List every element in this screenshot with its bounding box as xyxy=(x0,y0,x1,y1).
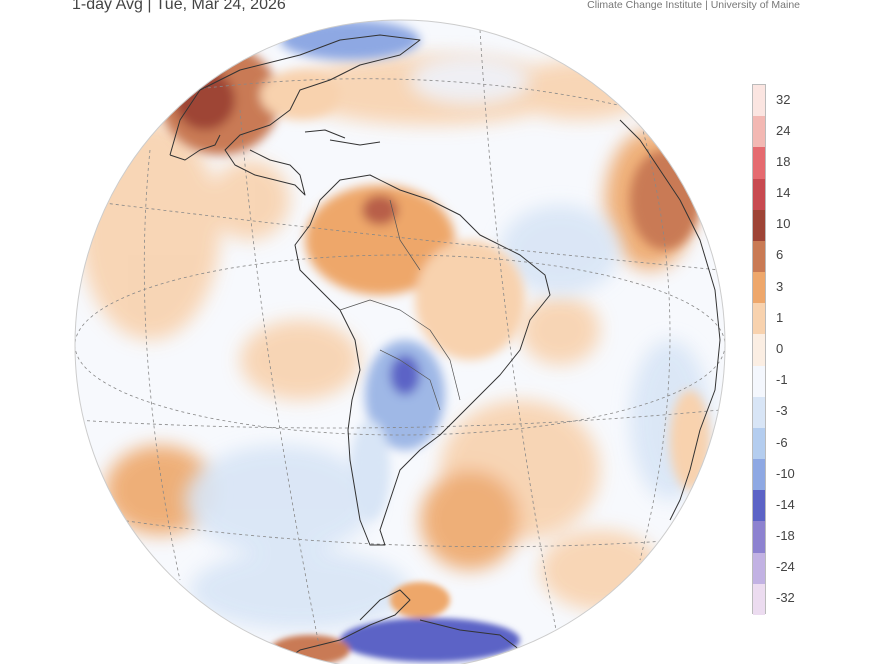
colorbar-tick-label: -32 xyxy=(776,590,795,606)
colorbar-tick-label: 14 xyxy=(776,185,791,201)
colorbar-segment xyxy=(753,396,765,429)
colorbar-tick-label: 3 xyxy=(776,278,784,294)
coastlines xyxy=(169,34,721,665)
colorbar-tick-label: 1 xyxy=(776,309,784,325)
colorbar-segment xyxy=(753,303,765,335)
colorbar-segment xyxy=(753,272,765,304)
colorbar-segment xyxy=(753,490,765,522)
colorbar-tick-label: -10 xyxy=(776,465,795,481)
colorbar-segment xyxy=(753,147,765,180)
colorbar-segment xyxy=(753,552,765,585)
colorbar-tick-label: 32 xyxy=(776,91,791,107)
credit-text: Climate Change Institute | University of… xyxy=(587,0,800,11)
graticule xyxy=(75,29,725,651)
colorbar-segment xyxy=(753,427,765,460)
colorbar xyxy=(752,84,766,616)
colorbar-segment xyxy=(753,334,765,367)
map-title: 1-day Avg | Tue, Mar 24, 2026 xyxy=(72,0,286,13)
colorbar-segment xyxy=(753,178,765,211)
colorbar-segment xyxy=(753,521,765,554)
anomaly-field xyxy=(75,20,725,669)
colorbar-tick-label: -3 xyxy=(776,403,788,419)
colorbar-tick-label: 0 xyxy=(776,341,784,356)
colorbar-segment xyxy=(753,365,765,398)
colorbar-tick-label: -6 xyxy=(776,434,788,450)
colorbar-segment xyxy=(753,85,765,117)
colorbar-segment xyxy=(753,583,765,616)
colorbar-tick-label: -24 xyxy=(776,559,795,575)
colorbar-segment xyxy=(753,459,765,491)
colorbar-tick-label: 10 xyxy=(776,216,791,232)
colorbar-tick-label: 6 xyxy=(776,247,784,263)
colorbar-tick-label: -1 xyxy=(776,372,788,388)
colorbar-segment xyxy=(753,240,765,273)
colorbar-tick-label: 24 xyxy=(776,122,791,138)
colorbar-segment xyxy=(753,209,765,242)
colorbar-tick-label: 18 xyxy=(776,153,791,169)
colorbar-segment xyxy=(753,116,765,148)
colorbar-tick-label: -18 xyxy=(776,528,795,544)
colorbar-tick-label: -14 xyxy=(776,496,795,512)
globe-outline xyxy=(74,19,726,669)
